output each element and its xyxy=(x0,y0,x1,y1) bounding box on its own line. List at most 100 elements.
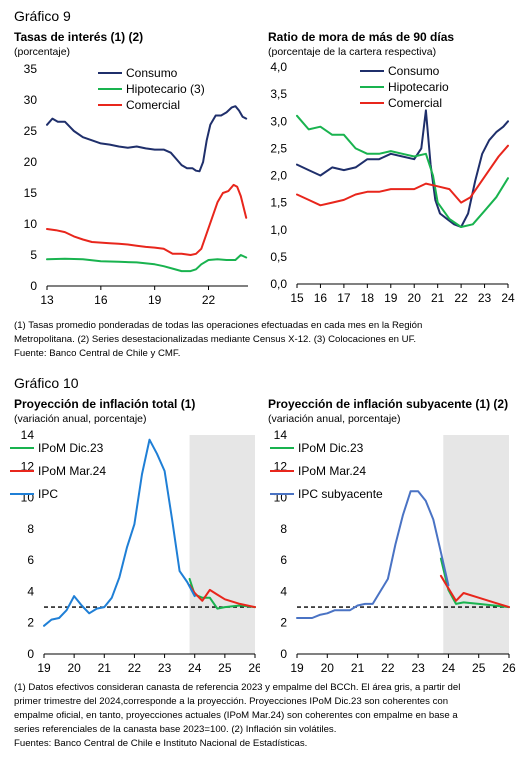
x-tick-label: 19 xyxy=(148,293,162,307)
x-tick-label: 20 xyxy=(67,661,81,674)
series-line xyxy=(296,114,509,228)
y-tick-label: 10 xyxy=(274,491,288,505)
figure-10-note-line: (1) Datos efectivos consideran canasta d… xyxy=(14,682,461,693)
y-tick-label: 14 xyxy=(21,428,35,442)
y-tick-label: 8 xyxy=(280,522,287,536)
y-tick-label: 0,0 xyxy=(270,277,287,291)
chart-2-subtitle: (porcentaje de la cartera respectiva) xyxy=(268,46,437,58)
figure-9-notes: (1) Tasas promedio ponderadas de todas l… xyxy=(14,319,514,361)
x-tick-label: 15 xyxy=(290,291,304,305)
y-tick-label: 12 xyxy=(21,459,35,473)
series-line xyxy=(43,438,196,627)
figure-10-note-line: empalme oficial, en tanto, proyecciones … xyxy=(14,710,458,721)
y-tick-label: 10 xyxy=(24,217,38,231)
chart-1-subtitle: (porcentaje) xyxy=(14,46,71,58)
x-tick-label: 19 xyxy=(37,661,51,674)
x-tick-label: 19 xyxy=(290,661,304,674)
y-tick-label: 6 xyxy=(27,553,34,567)
chart-3-title: Proyección de inflación total (1) xyxy=(14,397,196,411)
y-tick-label: 0 xyxy=(27,647,34,661)
y-tick-label: 14 xyxy=(274,428,288,442)
legend-label: IPoM Dic.23 xyxy=(298,441,364,455)
x-tick-label: 22 xyxy=(202,293,216,307)
x-tick-label: 19 xyxy=(384,291,398,305)
x-tick-label: 21 xyxy=(98,661,112,674)
figure-10-note-line: series referenciales de la canasta base … xyxy=(14,724,337,735)
figure-9-note-line: Metropolitana. (2) Series desestacionali… xyxy=(14,334,417,345)
y-tick-label: 1,5 xyxy=(270,196,287,210)
x-tick-label: 18 xyxy=(361,291,375,305)
x-tick-label: 16 xyxy=(314,291,328,305)
series-line xyxy=(46,254,248,273)
x-tick-label: 17 xyxy=(337,291,351,305)
chart-1-title: Tasas de interés (1) (2) xyxy=(14,30,144,44)
y-tick-label: 0,5 xyxy=(270,250,287,264)
figure-10-note-line: primer trimestre del 2024,corresponde a … xyxy=(14,696,449,707)
x-tick-label: 20 xyxy=(408,291,422,305)
figure-9-note-line: (1) Tasas promedio ponderadas de todas l… xyxy=(14,320,423,331)
series-line xyxy=(296,109,509,228)
y-tick-label: 12 xyxy=(274,459,288,473)
y-tick-label: 0 xyxy=(30,279,37,293)
y-tick-label: 2 xyxy=(280,616,287,630)
legend-label: IPoM Dic.23 xyxy=(38,441,104,455)
legend-label: Consumo xyxy=(126,66,178,80)
chart-4-title: Proyección de inflación subyacente (1) (… xyxy=(268,397,509,411)
y-tick-label: 4 xyxy=(280,584,287,598)
series-line xyxy=(46,183,248,256)
x-tick-label: 23 xyxy=(158,661,172,674)
y-tick-label: 4,0 xyxy=(270,60,287,74)
y-tick-label: 8 xyxy=(27,522,34,536)
y-tick-label: 0 xyxy=(280,647,287,661)
figure-10-source: Fuentes: Banco Central de Chile e Instit… xyxy=(14,738,308,749)
series-line xyxy=(296,144,509,207)
x-tick-label: 20 xyxy=(321,661,335,674)
chart-2-delinquency-ratio: 0,0 0,5 1,0 1,5 2,0 2,5 3,0 3,5 4,0 15 16 17 18 19 20 2… xyxy=(270,60,515,305)
projection-shade xyxy=(443,435,509,654)
x-tick-label: 25 xyxy=(472,661,486,674)
y-tick-label: 6 xyxy=(280,553,287,567)
legend-label: Hipotecario xyxy=(388,80,449,94)
x-tick-label: 26 xyxy=(248,661,260,674)
y-tick-label: 2,5 xyxy=(270,141,287,155)
y-tick-label: 3,5 xyxy=(270,87,287,101)
y-tick-label: 2 xyxy=(27,616,34,630)
y-tick-label: 4 xyxy=(27,584,34,598)
figure-10-label: Gráfico 10 xyxy=(14,375,79,391)
series-line xyxy=(46,105,248,173)
series-line xyxy=(296,490,450,619)
figure-9-label: Gráfico 9 xyxy=(14,8,71,24)
legend-label: Comercial xyxy=(126,98,180,112)
figure-9-source: Fuente: Banco Central de Chile y CMF. xyxy=(14,348,181,359)
series-line xyxy=(439,574,510,609)
x-tick-label: 23 xyxy=(411,661,425,674)
x-tick-label: 23 xyxy=(478,291,492,305)
y-tick-label: 25 xyxy=(24,124,38,138)
x-tick-label: 22 xyxy=(454,291,468,305)
projection-shade xyxy=(189,435,255,654)
x-tick-label: 24 xyxy=(188,661,202,674)
x-tick-label: 21 xyxy=(351,661,365,674)
legend-label: IPoM Mar.24 xyxy=(38,464,106,478)
x-tick-label: 16 xyxy=(94,293,108,307)
legend-label: Consumo xyxy=(388,64,440,78)
x-tick-label: 26 xyxy=(502,661,516,674)
legend-label: Hipotecario (3) xyxy=(126,82,205,96)
figure-10-notes: (1) Datos efectivos consideran canasta d… xyxy=(14,681,518,751)
chart-3-subtitle: (variación anual, porcentaje) xyxy=(14,413,147,425)
y-tick-label: 15 xyxy=(24,186,38,200)
x-tick-label: 21 xyxy=(431,291,445,305)
y-tick-label: 30 xyxy=(24,93,38,107)
chart-2-title: Ratio de mora de más de 90 días xyxy=(268,30,455,44)
legend-label: IPC xyxy=(38,487,58,501)
x-tick-label: 24 xyxy=(442,661,456,674)
x-tick-label: 13 xyxy=(40,293,54,307)
series-line xyxy=(188,584,256,609)
x-tick-label: 24 xyxy=(501,291,515,305)
legend-label: IPoM Mar.24 xyxy=(298,464,366,478)
x-tick-label: 25 xyxy=(218,661,232,674)
legend-label: IPC subyacente xyxy=(298,487,383,501)
legend-label: Comercial xyxy=(388,96,442,110)
